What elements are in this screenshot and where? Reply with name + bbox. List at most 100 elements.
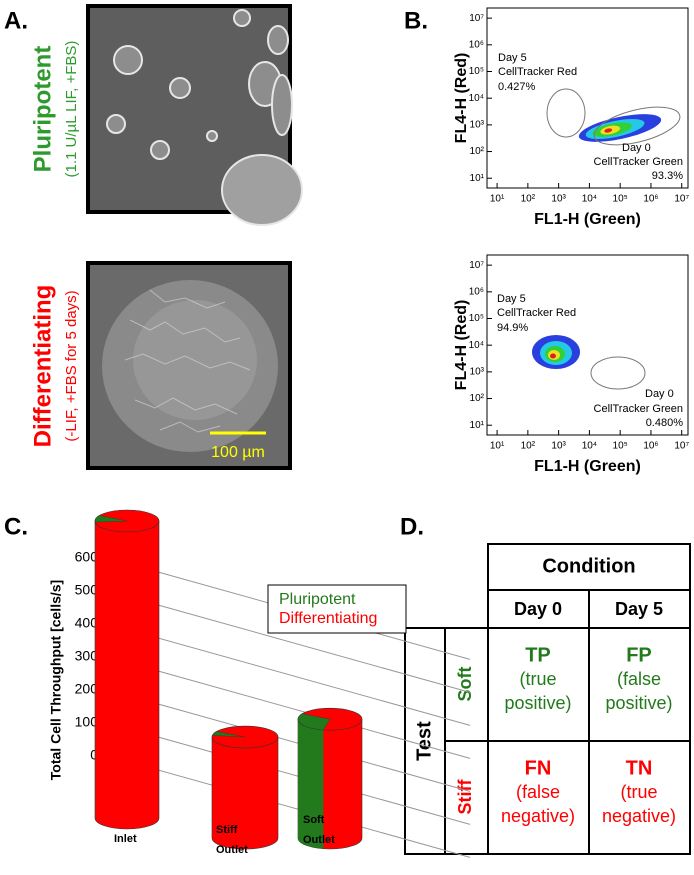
x-tick-label: 10⁷: [674, 194, 689, 205]
cell-text: negative): [602, 806, 676, 826]
y-tick-label: 10⁶: [469, 286, 484, 297]
y-tick-label: 0: [90, 747, 98, 763]
y-tick-label: 10¹: [470, 420, 485, 431]
micrograph: 100 µm: [86, 261, 292, 470]
x-axis-label: FL1-H (Green): [534, 458, 641, 475]
panel-label: D.: [400, 513, 424, 540]
row-header: Test: [413, 721, 435, 761]
y-tick-label: 200: [75, 681, 99, 697]
legend-entry: Differentiating: [279, 610, 377, 627]
x-tick-label: 10⁴: [582, 441, 597, 452]
x-tick-label: 10³: [551, 194, 566, 205]
category-label: Stiff Outlet: [216, 824, 248, 856]
y-tick-label: 10⁶: [469, 39, 484, 50]
x-tick-label: 10¹: [490, 194, 505, 205]
y-tick-label: 10⁵: [469, 313, 484, 324]
cell-text: negative): [501, 806, 575, 826]
annotation: Day 5: [497, 293, 526, 305]
annotation: CellTracker Green: [594, 156, 683, 168]
cell-text: (false: [516, 782, 560, 802]
x-tick-label: 10⁵: [613, 194, 628, 205]
x-tick-label: 10⁷: [674, 441, 689, 452]
x-tick-label: 10⁶: [643, 194, 658, 205]
grid-line: [107, 590, 471, 693]
annotation: 0.427%: [498, 81, 536, 93]
y-axis-label: FL4-H (Red): [453, 300, 470, 391]
panel-label: B.: [404, 7, 428, 34]
annotation: 93.3%: [652, 170, 683, 182]
cylinder-side: [211, 736, 279, 850]
cell-code: TP: [525, 644, 551, 666]
cylinder-side-share: [298, 719, 324, 849]
y-tick-label: 500: [75, 582, 99, 598]
y-tick-label: 10⁴: [469, 93, 484, 104]
gate: [546, 88, 586, 138]
x-axis-label: FL1-H (Green): [534, 211, 641, 228]
y-tick-label: 600: [75, 549, 99, 565]
legend-entry: Pluripotent: [279, 591, 356, 608]
annotation: Day 0: [622, 142, 651, 154]
column-label: Day 0: [514, 599, 562, 619]
grid-line: [107, 623, 471, 726]
panel-label: A.: [4, 7, 28, 34]
cell-text: positive): [605, 693, 672, 713]
cylinder-top-share: [297, 713, 331, 731]
annotation: 94.9%: [497, 322, 528, 334]
micrograph: [86, 4, 303, 226]
x-tick-label: 10⁵: [613, 441, 628, 452]
x-tick-label: 10²: [521, 441, 536, 452]
y-tick-label: 300: [75, 648, 99, 664]
cell-code: FN: [525, 757, 552, 779]
column-header: Condition: [542, 555, 635, 577]
cell-code: TN: [626, 757, 653, 779]
y-tick-label: 10³: [470, 367, 485, 378]
annotation: CellTracker Red: [497, 307, 576, 319]
condition-title: Pluripotent: [29, 46, 56, 173]
annotation: CellTracker Red: [498, 66, 577, 78]
gate: [590, 356, 646, 390]
y-tick-label: 10¹: [470, 173, 485, 184]
y-tick-label: 10⁴: [469, 340, 484, 351]
y-tick-label: 10²: [470, 146, 485, 157]
grid-line: [107, 755, 471, 858]
scale-bar-label: 100 µm: [211, 444, 265, 461]
category-label: Soft Outlet: [303, 814, 335, 846]
cell-text: (true: [519, 669, 556, 689]
condition-title: Differentiating: [29, 285, 56, 448]
confusion-table: [404, 543, 691, 855]
condition-subtitle: (1.1 U/µL LIF, +FBS): [63, 41, 80, 178]
annotation: CellTracker Green: [594, 403, 683, 415]
x-tick-label: 10⁴: [582, 194, 597, 205]
annotation: Day 5: [498, 52, 527, 64]
y-tick-label: 10⁵: [469, 66, 484, 77]
row-label: Soft: [455, 667, 475, 702]
annotation: 0.480%: [646, 417, 684, 429]
cell-text: (true: [620, 782, 657, 802]
x-tick-label: 10²: [521, 194, 536, 205]
y-tick-label: 10⁷: [469, 13, 484, 24]
y-tick-label: 400: [75, 615, 99, 631]
legend-box: [267, 584, 407, 634]
cylinder-side: [94, 520, 160, 830]
grid-line: [107, 722, 471, 825]
density-cloud: [578, 114, 662, 142]
cell-code: FP: [626, 644, 652, 666]
gate: [593, 106, 681, 146]
density-cloud: [532, 335, 580, 369]
cell-text: (false: [617, 669, 661, 689]
condition-subtitle: (-LIF, +FBS for 5 days): [63, 290, 80, 441]
annotation: Day 0: [645, 388, 674, 400]
y-tick-label: 10²: [470, 393, 485, 404]
y-tick-label: 100: [75, 714, 99, 730]
x-tick-label: 10¹: [490, 441, 505, 452]
y-tick-label: 10³: [470, 120, 485, 131]
y-axis-label: Total Cell Throughput [cells/s]: [48, 580, 64, 780]
cylinder-top-share: [212, 731, 246, 738]
grid-line: [107, 689, 471, 792]
category-label: Inlet: [114, 833, 137, 845]
x-tick-label: 10⁶: [643, 441, 658, 452]
column-label: Day 5: [615, 599, 663, 619]
grid-line: [107, 656, 471, 759]
cylinder-top-share: [94, 515, 128, 523]
